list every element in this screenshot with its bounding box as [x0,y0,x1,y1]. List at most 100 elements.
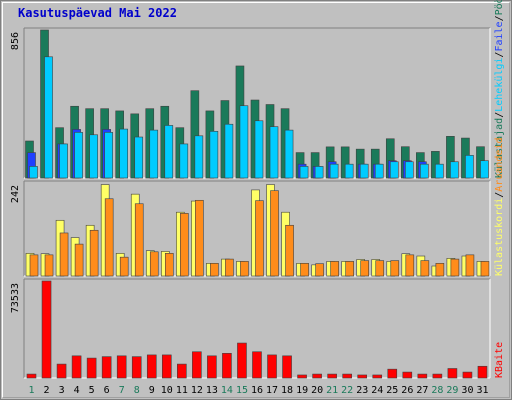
kbytes-bar-10 [161,354,172,379]
reports-bar-20 [315,263,324,277]
reports-bar-27 [420,260,430,277]
reports-bar-4 [74,243,84,277]
x-tick-label-15: 15 [236,385,248,396]
kbytes-bar-1 [26,373,37,379]
kbytes-bar-18 [282,355,292,379]
kbytes-bar-15 [237,342,247,379]
kbytes-bar-5 [86,357,97,379]
kbytes-bar-9 [146,354,157,379]
pages-bar-28 [435,163,444,179]
pages-bar-31 [480,160,489,179]
bottom-series-legend-part-0: KBaite [494,342,505,378]
x-tick-label-12: 12 [191,385,203,396]
pages-bar-29 [450,161,459,179]
middle-series-legend: Külastuskordi/Aruandeid [494,138,505,277]
kbytes-bar-19 [297,374,307,379]
kbytes-bar-14 [222,353,232,379]
kbytes-bar-24 [372,374,383,379]
reports-bar-19 [300,263,309,277]
kbytes-bar-22 [342,373,352,379]
pages-bar-23 [359,163,369,179]
x-tick-label-6: 6 [104,385,110,396]
reports-bar-6 [104,198,114,277]
pages-bar-4 [74,132,83,179]
kbytes-bar-2 [41,280,52,379]
x-tick-label-29: 29 [446,385,458,396]
pages-bar-20 [314,166,324,179]
x-tick-label-19: 19 [296,385,308,396]
pages-bar-22 [344,163,354,179]
kbytes-bar-16 [252,351,262,379]
reports-bar-14 [225,258,234,277]
middle-series-legend-part-1: / [494,192,505,198]
x-tick-label-20: 20 [311,385,323,396]
top-series-legend-part-4: Faile [494,21,505,51]
reports-bar-2 [44,254,54,277]
reports-bar-7 [119,256,129,277]
kbytes-bar-29 [447,368,458,379]
x-tick-label-26: 26 [401,385,413,396]
x-tick-label-4: 4 [74,385,80,396]
x-tick-label-13: 13 [206,385,218,396]
kbytes-bar-3 [56,363,67,379]
kbytes-bar-25 [387,368,398,379]
reports-bar-24 [375,260,385,277]
x-tick-label-30: 30 [461,385,473,396]
kbytes-bar-8 [131,356,142,379]
pages-bar-18 [284,129,294,179]
reports-bar-25 [390,260,400,277]
kbytes-bar-12 [192,351,202,379]
reports-bar-13 [210,263,219,277]
reports-bar-21 [330,261,339,277]
kbytes-bar-20 [312,373,322,379]
top-series-legend-part-3: / [494,52,505,58]
kbytes-bar-4 [71,355,82,379]
pages-bar-7 [119,128,128,179]
pages-bar-26 [405,161,414,179]
kbytes-bar-17 [267,354,277,379]
reports-bar-18 [285,224,294,277]
pages-bar-8 [134,136,144,179]
kbytes-bar-11 [177,363,187,379]
x-tick-label-22: 22 [341,385,353,396]
pages-bar-15 [239,105,249,179]
bottom-series-legend: KBaite [494,342,505,378]
pages-bar-2 [44,56,53,179]
pages-bar-1 [29,166,38,179]
x-tick-label-1: 1 [29,385,35,396]
reports-bar-16 [255,200,264,277]
kbytes-bar-23 [357,374,368,379]
kbytes-bar-21 [327,373,337,379]
middle-series-legend-part-0: Külastuskordi [494,198,505,276]
x-tick-label-7: 7 [119,385,125,396]
reports-bar-8 [134,203,144,277]
reports-bar-5 [89,229,99,277]
pages-bar-21 [329,163,339,179]
kbytes-bar-26 [402,371,413,379]
middle-series-legend-part-2: Aruandeid [494,138,505,192]
pages-bar-13 [209,131,219,179]
x-tick-label-14: 14 [221,385,233,396]
pages-bar-10 [164,125,174,179]
x-tick-label-27: 27 [416,385,428,396]
kbytes-bar-28 [432,373,443,379]
reports-bar-31 [480,261,490,277]
reports-bar-30 [465,254,475,277]
pages-bar-17 [269,126,279,179]
x-tick-label-9: 9 [149,385,155,396]
kbytes-bar-13 [207,355,217,379]
pages-bar-14 [224,123,234,179]
x-tick-label-2: 2 [44,385,50,396]
top-series-legend-part-6: Pöördumisi [494,0,505,15]
reports-bar-3 [59,232,69,277]
top-series-legend-part-0: Külastajad [494,118,505,178]
x-tick-label-24: 24 [371,385,383,396]
x-tick-label-5: 5 [89,385,95,396]
reports-bar-29 [450,258,460,277]
reports-bar-1 [29,254,39,277]
chart-title: Kasutuspäevad Mai 2022 [18,6,177,20]
reports-bar-9 [149,251,159,277]
x-tick-label-3: 3 [59,385,65,396]
reports-bar-11 [180,213,189,277]
bottom-ymax-label: 73533 [10,283,21,313]
